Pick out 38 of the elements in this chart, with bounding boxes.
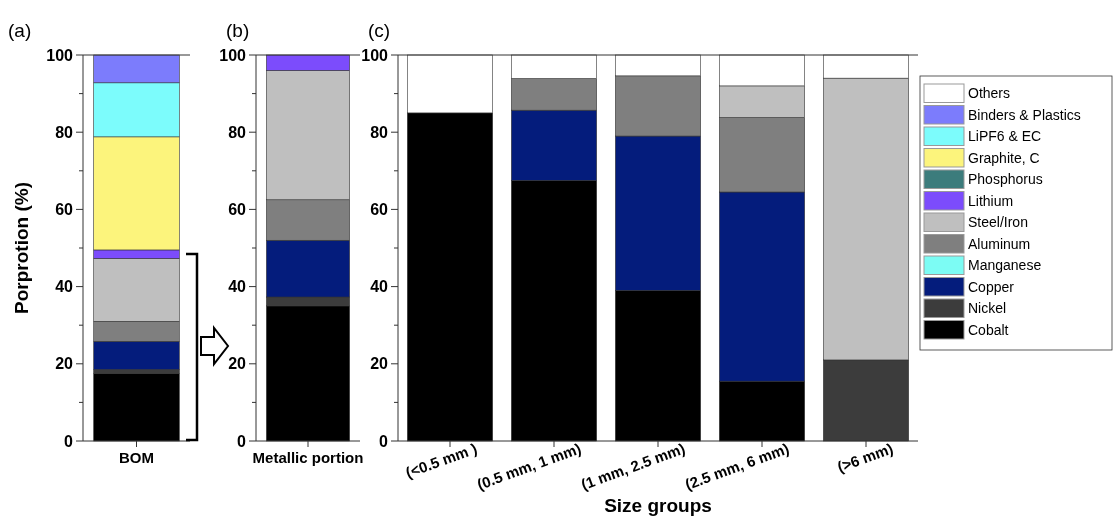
y-axis-title: Porprotion (%) [11, 182, 32, 314]
y-tick-label: 100 [219, 46, 247, 64]
y-tick-label: 20 [228, 355, 247, 373]
legend-label: Binders & Plastics [968, 106, 1081, 123]
legend-label: Graphite, C [968, 149, 1040, 166]
chart-title: (b) [226, 20, 250, 41]
y-tick-label: 40 [370, 278, 389, 296]
legend-label: Aluminum [968, 235, 1031, 252]
chart-title: (c) [368, 20, 391, 41]
legend-label: Lithium [968, 192, 1014, 209]
y-tick-label: 0 [64, 432, 74, 450]
legend-label: Others [968, 85, 1011, 102]
x-tick-label: Metallic portion [252, 449, 364, 466]
legend-label: Steel/Iron [968, 214, 1028, 231]
y-tick-label: 0 [379, 432, 389, 450]
y-tick-label: 60 [228, 201, 247, 218]
x-tick-label: (>6 mm) [834, 439, 896, 476]
y-tick-label: 100 [361, 46, 389, 64]
y-tick-label: 20 [55, 355, 74, 373]
y-tick-label: 40 [228, 278, 247, 296]
y-tick-label: 80 [370, 123, 389, 141]
chart-title: (a) [8, 20, 32, 41]
y-tick-label: 80 [55, 123, 74, 141]
y-tick-label: 60 [55, 201, 74, 218]
x-tick-label: BOM [119, 449, 154, 466]
x-axis-title: Size groups [604, 495, 712, 516]
y-tick-label: 60 [370, 201, 389, 218]
legend-label: Phosphorus [968, 171, 1043, 188]
y-tick-label: 40 [55, 278, 74, 296]
legend-label: LiPF6 & EC [968, 128, 1042, 145]
legend-label: Manganese [968, 257, 1042, 274]
legend-label: Nickel [968, 300, 1007, 317]
y-tick-label: 20 [370, 355, 389, 373]
y-tick-label: 100 [46, 46, 74, 64]
text: Cobalt [968, 321, 1009, 338]
y-tick-label: 0 [237, 432, 247, 450]
y-tick-label: 80 [228, 123, 247, 141]
legend-label: Copper [968, 278, 1015, 295]
